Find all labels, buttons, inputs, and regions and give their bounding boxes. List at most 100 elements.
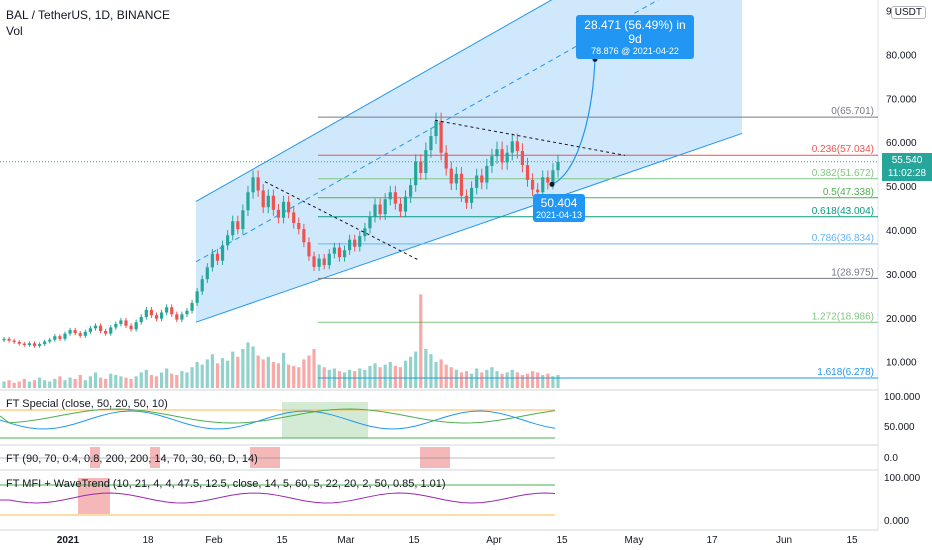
candle-body: [454, 173, 458, 184]
volume-bar: [307, 355, 311, 388]
volume-bar: [58, 376, 62, 388]
candle-body: [220, 245, 225, 261]
candle-body: [149, 309, 153, 316]
volume-bar: [17, 381, 21, 388]
indicator-ft-special-label[interactable]: FT Special (close, 50, 20, 50, 10): [6, 398, 168, 410]
candle-body: [78, 333, 82, 336]
channel-lower-line: [195, 132, 743, 323]
volume-bar: [129, 378, 133, 388]
candle-body: [109, 327, 113, 334]
volume-bar: [510, 369, 514, 388]
volume-label: Vol: [6, 24, 23, 38]
volume-bar: [236, 356, 240, 388]
price-tick-label: 30.000: [886, 270, 917, 281]
candle-body: [170, 307, 174, 315]
volume-bar: [32, 380, 37, 388]
candle-body: [403, 196, 408, 212]
candle-body: [317, 258, 321, 267]
volume-bar: [195, 362, 199, 388]
candle-body: [256, 177, 260, 191]
volume-bar: [98, 377, 103, 388]
candle-body: [363, 228, 367, 237]
volume-bar: [515, 372, 519, 388]
volume-bar: [78, 375, 82, 388]
ft-zone: [420, 447, 450, 468]
currency-button[interactable]: USDT: [890, 6, 926, 19]
volume-bar: [139, 372, 143, 388]
candle-body: [505, 152, 509, 163]
candle-body: [378, 204, 382, 215]
candle-body: [485, 165, 489, 183]
candle-body: [536, 189, 540, 193]
volume-bar: [165, 368, 169, 388]
volume-bar: [22, 378, 26, 388]
candle-body: [510, 141, 514, 153]
projection-start-point: [549, 181, 555, 187]
candle-body: [398, 203, 403, 212]
volume-bar: [73, 378, 77, 388]
candle-body: [7, 338, 11, 341]
symbol-title: BAL / TetherUS, 1D, BINANCE: [6, 8, 171, 22]
volume-bar: [348, 369, 352, 388]
candle-body: [144, 309, 148, 317]
candle-body: [414, 161, 418, 186]
volume-bar: [373, 363, 377, 388]
volume-bar: [215, 363, 220, 388]
candle-body: [27, 343, 32, 346]
candle-body: [210, 253, 214, 268]
price-tick-label: 80.000: [886, 50, 917, 61]
candle-body: [114, 323, 118, 328]
volume-bar: [500, 373, 504, 388]
volume-bar: [454, 369, 458, 388]
volume-bar: [175, 375, 179, 388]
indicator-ft-label[interactable]: FT (90, 70, 0.4, 0.8, 200, 200, 14, 70, …: [6, 453, 258, 465]
candle-body: [159, 312, 164, 319]
volume-bar: [312, 349, 316, 388]
volume-bar: [459, 372, 464, 388]
volume-bar: [409, 356, 413, 388]
volume-bar: [520, 375, 525, 388]
time-axis-label: Jun: [776, 535, 792, 546]
candle-body: [307, 242, 311, 257]
volume-bar: [363, 369, 367, 388]
candle-body: [551, 170, 555, 183]
candle-body: [231, 221, 235, 236]
volume-bar: [170, 373, 174, 388]
candle-body: [12, 340, 16, 342]
fib-level-0.786-label: 0.786(36.834): [812, 233, 874, 244]
candle-body: [500, 149, 504, 163]
volume-bar: [419, 294, 423, 388]
candle-body: [444, 152, 448, 169]
projection-target-date: 78.876 @ 2021-04-22: [591, 46, 679, 56]
volume-bar: [414, 351, 418, 388]
projection-target-callout[interactable]: 28.471 (56.49%) in 9d 78.876 @ 2021-04-2…: [576, 15, 694, 59]
candle-body: [337, 247, 342, 258]
candle-body: [180, 314, 184, 320]
volume-bar: [398, 367, 403, 388]
volume-bar: [104, 378, 108, 388]
indicator-mfi-wavetrend-label[interactable]: FT MFI + WaveTrend (10, 21, 4, 4, 47.5, …: [6, 478, 446, 490]
time-axis-label: 15: [276, 535, 288, 546]
volume-bar: [327, 369, 331, 388]
candle-body: [22, 343, 26, 346]
candle-body: [58, 336, 62, 339]
candle-body: [271, 195, 275, 210]
volume-bar: [353, 371, 357, 388]
candle-body: [251, 177, 255, 193]
candle-body: [73, 330, 77, 334]
candle-body: [17, 341, 21, 344]
candle-body: [53, 336, 57, 340]
candle-body: [241, 210, 245, 230]
fib-level-1-label: 1(28.975): [831, 267, 874, 278]
projection-entry-callout[interactable]: 50.404 2021-04-13: [533, 194, 585, 222]
projection-entry-date: 2021-04-13: [535, 210, 583, 220]
ind1-tick-label: 100.000: [884, 392, 921, 403]
volume-bar: [485, 369, 489, 388]
volume-bar: [119, 376, 123, 388]
candle-body: [429, 136, 433, 151]
volume-bar: [246, 342, 250, 388]
volume-bar: [393, 365, 397, 388]
candle-body: [469, 187, 474, 203]
volume-bar: [546, 373, 550, 388]
